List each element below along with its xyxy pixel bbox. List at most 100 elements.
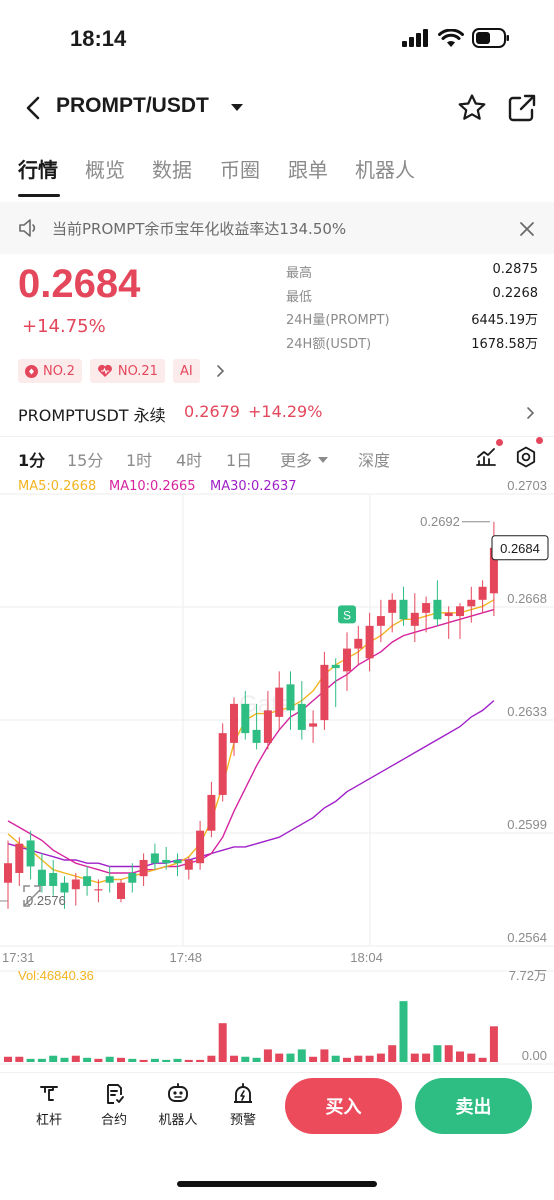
robot-button[interactable]: 机器人 xyxy=(148,1083,208,1128)
sell-marker xyxy=(338,605,356,624)
volume-bar xyxy=(230,1055,238,1062)
wifi-icon xyxy=(438,28,464,47)
contract-button[interactable]: 合约 xyxy=(84,1083,144,1128)
candle-body xyxy=(343,648,351,672)
candle-body xyxy=(15,843,24,873)
buy-button[interactable]: 买入 xyxy=(285,1078,402,1134)
stat-low: 最低 0.2268 xyxy=(286,285,538,305)
candle-body xyxy=(37,869,46,886)
volume-bar xyxy=(467,1053,476,1062)
indicator-icon[interactable] xyxy=(474,445,498,469)
candle-body xyxy=(286,684,295,711)
volume-bar xyxy=(150,1058,159,1062)
volume-bar xyxy=(456,1051,464,1062)
stat-high: 最高 0.2875 xyxy=(286,262,538,281)
ma30-legend: MA30:0.2637 xyxy=(210,479,297,494)
candle-body xyxy=(105,876,114,883)
candle-body xyxy=(320,664,329,721)
tab-data[interactable]: 数据 xyxy=(152,158,192,182)
volume-bar xyxy=(354,1055,363,1062)
volume-bar xyxy=(128,1058,137,1062)
candle-body xyxy=(162,859,171,864)
candle-body xyxy=(275,687,284,717)
x-tick-label: 18:04 xyxy=(350,950,383,965)
ma10-line xyxy=(7,608,495,874)
volume-bar xyxy=(343,1057,351,1062)
candle-body xyxy=(410,612,419,626)
perpetual-price: 0.2679 xyxy=(184,402,240,421)
price-change: +14.75% xyxy=(22,316,106,337)
candle-body xyxy=(60,882,69,893)
share-icon[interactable] xyxy=(506,92,538,124)
y-tick-label: 0.2668 xyxy=(507,591,547,606)
tab-market[interactable]: 行情 xyxy=(18,158,58,182)
header: PROMPT/USDT xyxy=(0,80,554,136)
tab-bots[interactable]: 机器人 xyxy=(355,158,415,182)
tab-active-indicator xyxy=(18,194,60,197)
x-tick-label: 17:31 xyxy=(2,950,35,965)
volume-max-tick: 7.72万 xyxy=(509,968,547,983)
interval-more[interactable]: 更多 xyxy=(280,447,329,471)
volume-bar xyxy=(422,1053,431,1062)
interval-1m[interactable]: 1分 xyxy=(18,451,46,470)
ma5-legend: MA5:0.2668 xyxy=(18,479,97,494)
star-icon[interactable] xyxy=(456,92,488,124)
leverage-button[interactable]: 杠杆 xyxy=(19,1083,79,1128)
interval-1d[interactable]: 1日 xyxy=(226,451,253,470)
candle-body xyxy=(422,603,431,613)
close-icon[interactable] xyxy=(518,220,536,238)
rank-icon xyxy=(25,364,38,378)
volume-bar xyxy=(15,1056,24,1062)
indicator-notice-dot xyxy=(496,439,503,446)
sell-button[interactable]: 卖出 xyxy=(415,1078,532,1134)
volume-bar xyxy=(241,1056,250,1062)
volume-bar xyxy=(71,1055,80,1062)
tab-copy-trading[interactable]: 跟单 xyxy=(288,158,328,182)
settings-notice-dot xyxy=(536,437,543,444)
tab-overview[interactable]: 概览 xyxy=(85,158,125,182)
candle-body xyxy=(263,710,272,743)
volume-bar xyxy=(309,1056,318,1062)
alert-button[interactable]: 预警 xyxy=(213,1083,273,1128)
volume-bar xyxy=(37,1058,46,1062)
caret-down-icon[interactable] xyxy=(228,98,246,116)
candle-body xyxy=(230,703,238,743)
home-indicator xyxy=(177,1181,377,1187)
rank-badge[interactable]: NO.2 xyxy=(18,359,82,383)
stat-turnover: 24H额(USDT) 1678.58万 xyxy=(286,336,538,352)
contract-icon xyxy=(107,1084,124,1104)
candle-body xyxy=(173,859,182,864)
volume-label: Vol:46840.36 xyxy=(18,968,94,983)
candle-body xyxy=(4,863,12,883)
y-tick-label: 0.2703 xyxy=(507,478,547,493)
leverage-icon xyxy=(40,1086,58,1101)
low-marker-label: 0.2576 xyxy=(26,893,66,908)
volume-bar xyxy=(433,1045,442,1062)
volume-bar xyxy=(489,1026,498,1062)
volume-bar xyxy=(117,1057,125,1062)
pair-title[interactable]: PROMPT/USDT xyxy=(56,94,209,117)
volume-bar xyxy=(139,1059,148,1062)
notice-banner[interactable]: 当前PROMPT余币宝年化收益率达134.50% xyxy=(0,202,554,254)
signal-icon xyxy=(402,29,428,47)
depth-tab[interactable]: 深度 xyxy=(358,451,391,470)
volume-bar xyxy=(478,1057,487,1062)
favorite-rank-badge[interactable]: NO.21 xyxy=(89,359,165,383)
bottom-action-bar: 杠杆 合约 机器人 预警 买入 卖出 xyxy=(0,1072,554,1172)
interval-4h[interactable]: 4时 xyxy=(176,451,203,470)
perpetual-row[interactable]: PROMPTUSDT 永续 0.2679 +14.29% xyxy=(18,402,538,428)
settings-icon[interactable] xyxy=(514,445,538,469)
ai-badge[interactable]: AI xyxy=(172,359,200,383)
chevron-right-icon[interactable] xyxy=(214,364,228,378)
candle-body xyxy=(241,703,250,734)
candle-body xyxy=(489,547,498,594)
tab-community[interactable]: 币圈 xyxy=(220,158,260,182)
candle-body xyxy=(150,853,159,864)
interval-1h[interactable]: 1时 xyxy=(126,451,153,470)
heart-icon xyxy=(97,364,112,377)
back-arrow-icon[interactable] xyxy=(18,92,50,124)
ma5-line xyxy=(7,599,495,884)
volume-bar xyxy=(83,1057,92,1062)
interval-15m[interactable]: 15分 xyxy=(67,451,104,470)
